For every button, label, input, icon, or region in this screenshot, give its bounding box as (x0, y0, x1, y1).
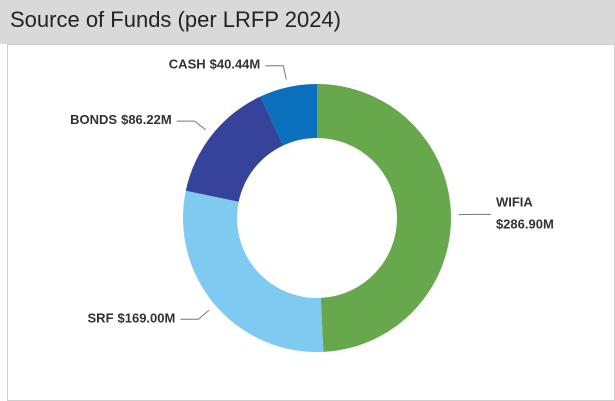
data-label: WIFIA $286.90M (496, 195, 554, 232)
data-label: SRF $169.00M (88, 311, 176, 326)
category-label: BONDS (70, 113, 117, 128)
header: Source of Funds (per LRFP 2024) (0, 0, 615, 44)
donut-slice (185, 96, 284, 202)
data-label: CASH $40.44M (169, 57, 260, 72)
leader-line (265, 65, 287, 80)
value-label: $169.00M (118, 311, 176, 326)
leader-line (176, 120, 206, 131)
donut-slice (183, 190, 324, 352)
category-label: SRF (88, 311, 114, 326)
chart-title: Source of Funds (per LRFP 2024) (10, 7, 341, 32)
value-label: $40.44M (210, 57, 261, 72)
value-label: $286.90M (496, 217, 554, 232)
data-label: BONDS $86.22M (70, 113, 172, 128)
leader-line (180, 309, 210, 320)
category-label: CASH (169, 57, 206, 72)
value-label: $86.22M (121, 113, 172, 128)
category-label: WIFIA (496, 195, 533, 210)
donut-slice (317, 84, 451, 352)
donut-slice (260, 84, 317, 146)
